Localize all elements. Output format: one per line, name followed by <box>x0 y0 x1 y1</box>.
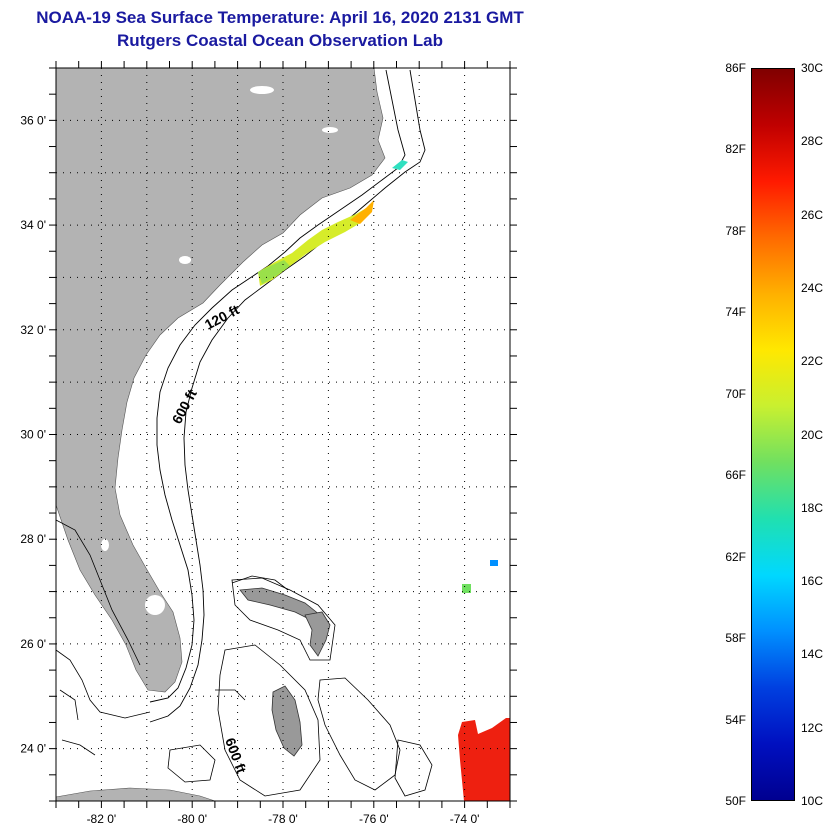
lon-tick-label: -80 0' <box>177 812 207 826</box>
axis-ticks <box>49 61 517 808</box>
lat-tick-label: 24 0' <box>20 742 46 756</box>
colorbar-c-label: 16C <box>801 574 824 589</box>
map-frame <box>55 67 511 802</box>
colorbar-c-label: 18C <box>801 500 824 515</box>
title-line-1: NOAA-19 Sea Surface Temperature: April 1… <box>36 8 524 27</box>
colorbar-f-label: 86F <box>725 61 746 75</box>
lat-tick-label: 36 0' <box>20 113 46 127</box>
colorbar-c-label: 26C <box>801 207 824 222</box>
sst-bahamas-patch <box>462 584 471 593</box>
lat-tick-label: 26 0' <box>20 637 46 651</box>
title-line-2: Rutgers Coastal Ocean Observation Lab <box>117 31 443 50</box>
colorbar-c-label: 22C <box>801 354 824 369</box>
lon-tick-label: -82 0' <box>87 812 117 826</box>
lat-tick-label: 32 0' <box>20 323 46 337</box>
lon-tick-label: -78 0' <box>268 812 298 826</box>
colorbar-f-label: 54F <box>725 712 746 727</box>
contour-600ft <box>149 69 426 723</box>
colorbar-f-label: 82F <box>725 142 746 157</box>
lat-tick-label: 34 0' <box>20 218 46 232</box>
cuba-landmass <box>55 787 216 802</box>
colorbar-c-label: 12C <box>801 720 824 735</box>
colorbar-f-label: 78F <box>725 223 746 238</box>
lon-tick-label: -76 0' <box>359 812 389 826</box>
contour-120ft <box>149 69 406 703</box>
sst-outer-banks-patch <box>392 160 408 170</box>
sst-observations <box>258 160 510 801</box>
colorbar-c-label: 30C <box>801 61 824 75</box>
colorbar-c-label: 10C <box>801 794 824 808</box>
colorbar-c-label: 20C <box>801 427 824 442</box>
colorbar-f-label: 58F <box>725 631 746 646</box>
temperature-colorbar <box>751 68 795 801</box>
colorbar-f-label: 70F <box>725 386 746 401</box>
colorbar-f-label: 66F <box>725 468 746 483</box>
colorbar-c-label: 14C <box>801 647 824 662</box>
bathymetry-contours <box>149 69 426 723</box>
inland-lakes <box>101 86 338 615</box>
bahamas-abaco <box>304 611 331 657</box>
colorbar-f-label: 62F <box>725 549 746 564</box>
bahamas-banks <box>167 575 433 797</box>
sst-carolina-patch-green <box>258 260 290 284</box>
gulf-contours <box>55 519 151 756</box>
lat-tick-label: 30 0' <box>20 428 46 442</box>
lon-tick-label: -74 0' <box>450 812 480 826</box>
colorbar-f-label: 50F <box>725 794 746 808</box>
colorbar-f-label: 74F <box>725 305 746 320</box>
sst-small-blue-patch <box>490 560 498 566</box>
mainland-landmass <box>55 67 386 693</box>
bahamas-andros <box>271 685 303 757</box>
sst-carolina-patch-orange <box>350 200 374 224</box>
colorbar-c-label: 24C <box>801 280 824 295</box>
graticule-grid <box>56 68 510 801</box>
colorbar-c-label: 28C <box>801 134 824 149</box>
lat-tick-label: 28 0' <box>20 532 46 546</box>
map-title: NOAA-19 Sea Surface Temperature: April 1… <box>0 6 560 52</box>
sst-warm-patch <box>458 718 510 801</box>
axis-labels: 36 0' 34 0' 32 0' 30 0' 28 0' 26 0' 24 0' -82 0… <box>20 113 479 826</box>
